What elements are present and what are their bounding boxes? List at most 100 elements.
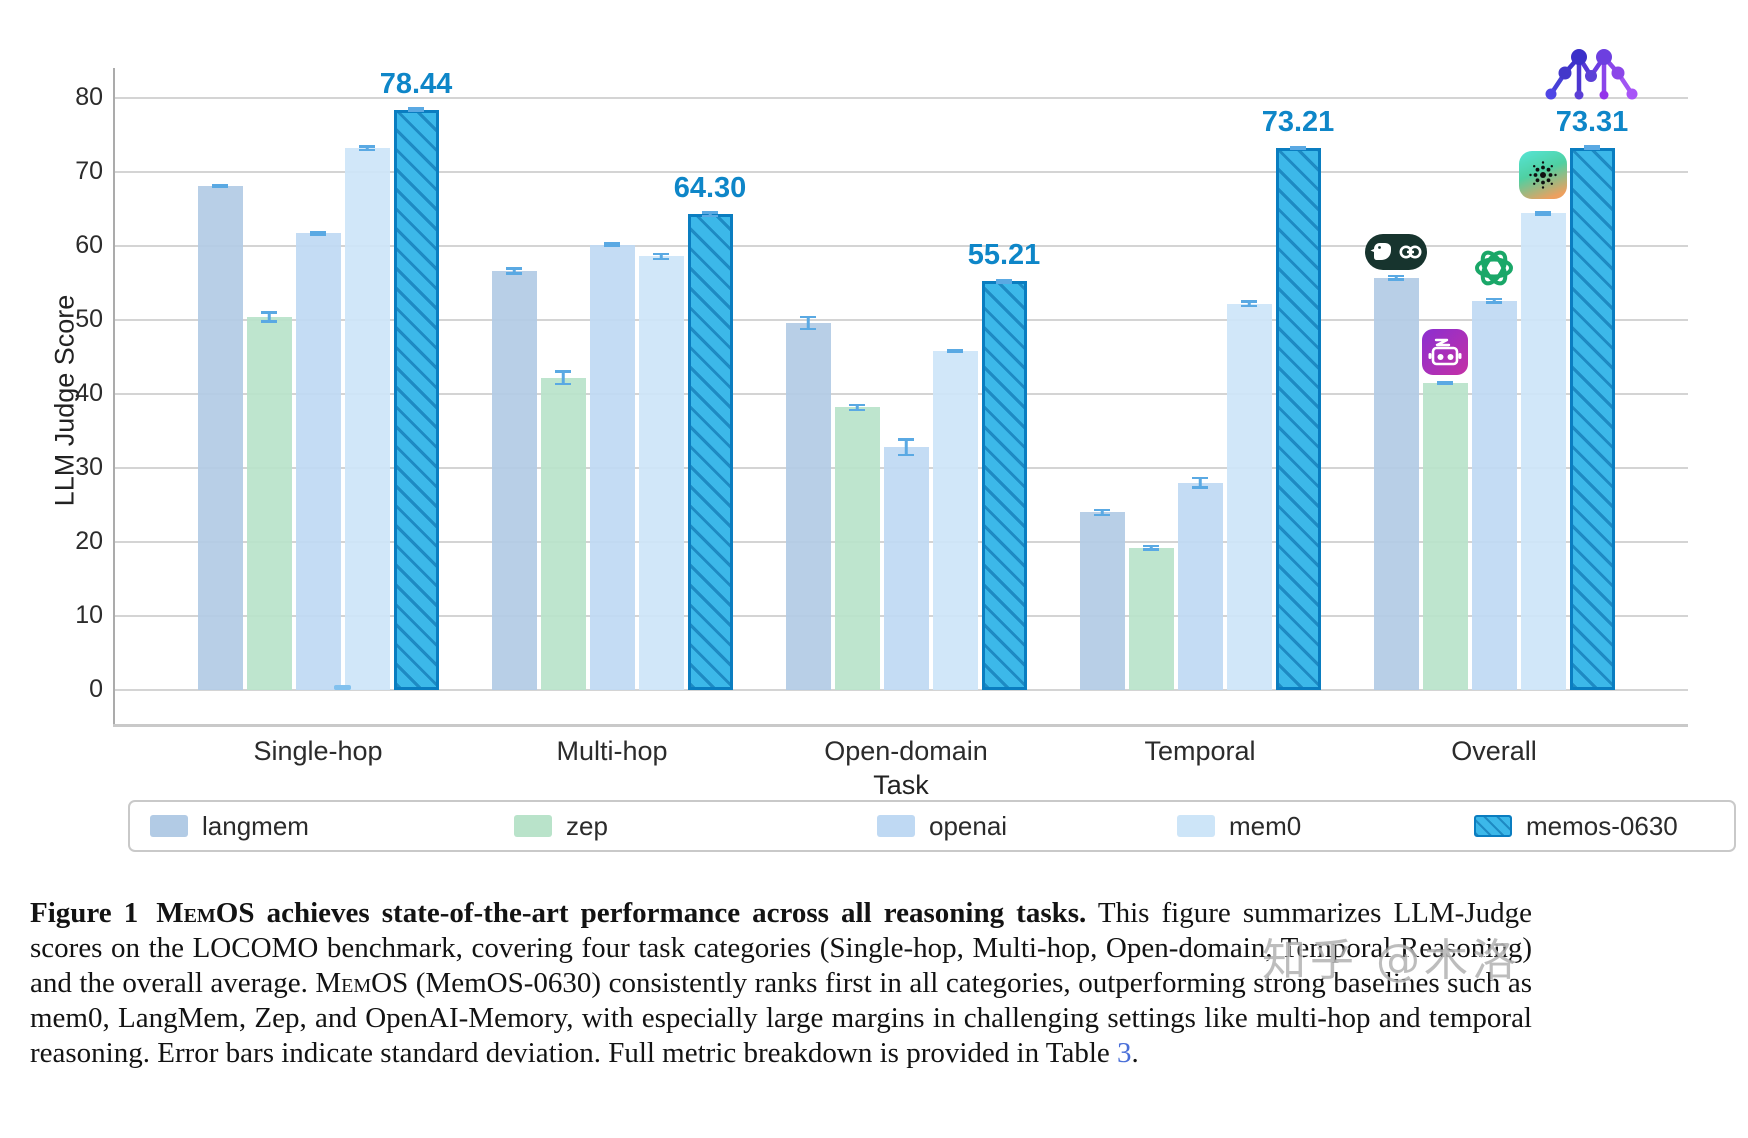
y-axis-line — [113, 68, 115, 727]
error-bar-langmem-Multi-hop — [506, 267, 522, 275]
bar-zep-Multi-hop — [540, 377, 586, 690]
error-bar-part — [1247, 300, 1251, 308]
error-bar-part — [408, 107, 424, 110]
error-bar-part — [310, 231, 326, 234]
legend-item-langmem: langmem — [150, 802, 309, 850]
bar-openai-Overall — [1471, 300, 1517, 690]
legend-item-zep: zep — [514, 802, 608, 850]
error-bar-part — [849, 408, 865, 411]
bar-langmem-Single-hop — [197, 186, 243, 690]
error-bar-part — [359, 148, 375, 152]
error-bar-part — [561, 370, 565, 386]
table-3-link[interactable]: 3 — [1117, 1037, 1132, 1069]
memos-value-label-Temporal: 73.21 — [1261, 106, 1335, 139]
bar-langmem-Overall — [1373, 277, 1419, 690]
error-bar-openai-Multi-hop — [604, 242, 620, 247]
error-bar-openai-Open-domain — [898, 438, 914, 457]
error-bar-part — [408, 109, 424, 112]
bar-mem0-Multi-hop — [638, 256, 684, 690]
y-tick-label: 0 — [89, 675, 103, 703]
error-bar-part — [506, 267, 522, 270]
legend-label: openai — [929, 810, 1008, 841]
gridline-y-80 — [115, 97, 1688, 99]
error-bar-part — [365, 145, 369, 152]
caption-text-segment: Figure 1 — [30, 897, 139, 929]
error-bar-memos-0630-Temporal — [1290, 146, 1306, 151]
error-bar-part — [1492, 297, 1496, 304]
error-bar-part — [1394, 274, 1398, 281]
legend-swatch-langmem — [150, 815, 188, 837]
gridline-y-40 — [115, 393, 1688, 395]
error-bar-part — [1535, 211, 1551, 214]
y-tick-label: 50 — [75, 305, 103, 333]
y-tick-label: 30 — [75, 453, 103, 481]
error-bar-zep-Single-hop — [261, 311, 277, 323]
error-bar-part — [849, 403, 865, 407]
gridline-y-60 — [115, 245, 1688, 247]
memos-logo-icon — [1540, 46, 1644, 109]
legend-item-memos-0630: memos-0630 — [1474, 802, 1678, 850]
bar-langmem-Multi-hop — [491, 271, 537, 690]
error-bar-part — [604, 242, 620, 245]
error-bar-part — [1437, 382, 1453, 386]
x-axis-label: Task — [873, 770, 929, 800]
error-bar-part — [1241, 300, 1257, 303]
error-bar-part — [512, 267, 516, 275]
bar-memos-0630-Multi-hop — [687, 214, 733, 690]
error-bar-mem0-Multi-hop — [653, 252, 669, 261]
error-bar-part — [947, 350, 963, 354]
legend-label: mem0 — [1229, 810, 1302, 841]
caption-text-segment: . — [1131, 1037, 1139, 1069]
error-bar-part — [1290, 146, 1306, 149]
error-bar-part — [1198, 476, 1202, 489]
bar-zep-Single-hop — [246, 317, 292, 690]
error-bar-part — [855, 403, 859, 411]
error-bar-part — [653, 257, 669, 261]
caption-text-segment: MemOS — [315, 967, 409, 999]
error-bar-mem0-Temporal — [1241, 300, 1257, 308]
bar-mem0-Overall — [1520, 213, 1566, 690]
y-tick-label: 40 — [75, 379, 103, 407]
y-tick-label: 70 — [75, 157, 103, 185]
error-bar-part — [1290, 147, 1306, 151]
error-bar-part — [359, 145, 375, 148]
bar-memos-0630-Overall — [1569, 147, 1615, 690]
bar-zep-Temporal — [1128, 547, 1174, 690]
error-bar-mem0-Open-domain — [947, 348, 963, 354]
error-bar-part — [310, 233, 326, 236]
bar-openai-Open-domain — [883, 447, 929, 690]
error-bar-zep-Temporal — [1143, 544, 1159, 551]
legend-label: zep — [566, 810, 608, 841]
error-bar-openai-Overall — [1486, 297, 1502, 304]
error-bar-part — [898, 438, 914, 441]
error-bar-part — [904, 438, 908, 457]
error-bar-part — [1100, 508, 1104, 517]
langmem-logo-icon — [1365, 233, 1427, 275]
error-bar-part — [1241, 304, 1257, 308]
error-bar-part — [702, 214, 718, 218]
error-bar-part — [1388, 274, 1404, 278]
x-axis-line — [113, 724, 1688, 727]
error-bar-langmem-Temporal — [1094, 508, 1110, 517]
gridline-y-70 — [115, 171, 1688, 173]
legend-label: memos-0630 — [1526, 810, 1678, 841]
legend-swatch-mem0 — [1177, 815, 1215, 837]
gridline-y-50 — [115, 319, 1688, 321]
error-bar-part — [1584, 145, 1600, 148]
error-bar-part — [212, 183, 228, 187]
bar-memos-0630-Open-domain — [981, 281, 1027, 690]
error-bar-part — [1143, 544, 1159, 548]
error-bar-zep-Multi-hop — [555, 370, 571, 386]
bar-openai-Single-hop — [295, 233, 341, 690]
error-bar-part — [212, 185, 228, 189]
error-bar-part — [1486, 301, 1502, 304]
error-bar-part — [659, 252, 663, 261]
caption-text-segment: This figure summarizes LLM-Judge scores … — [30, 897, 1532, 999]
error-bar-memos-0630-Multi-hop — [702, 211, 718, 218]
error-bar-mem0-Overall — [1535, 211, 1551, 216]
error-bar-memos-0630-Single-hop — [408, 107, 424, 112]
error-bar-part — [1388, 278, 1404, 281]
memos-value-label-Overall: 73.31 — [1555, 105, 1629, 138]
bar-memos-0630-Temporal — [1275, 148, 1321, 690]
